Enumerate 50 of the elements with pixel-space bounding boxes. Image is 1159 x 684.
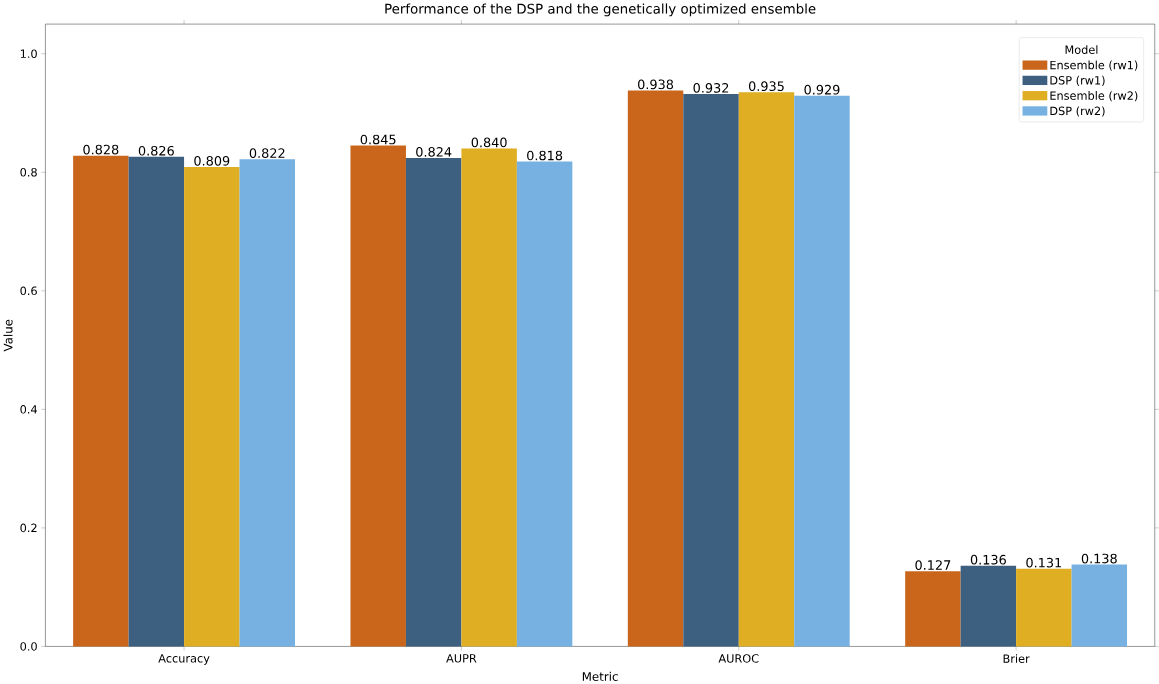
legend-label: Ensemble (rw1) — [1050, 60, 1138, 71]
y-axis-title: Value — [3, 319, 13, 352]
data-label: 0.818 — [527, 150, 563, 161]
data-label: 0.845 — [360, 134, 396, 145]
bar — [905, 570, 961, 647]
data-label: 0.826 — [138, 145, 174, 156]
x-tick-label: Brier — [1003, 653, 1030, 663]
legend-label: Ensemble (rw2) — [1050, 90, 1138, 101]
legend-label: DSP (rw2) — [1050, 106, 1105, 117]
bar — [1071, 564, 1128, 647]
x-axis-title: Metric — [582, 671, 618, 681]
data-label: 0.138 — [1081, 553, 1117, 564]
data-label: 0.131 — [1026, 557, 1062, 568]
data-label: 0.809 — [194, 155, 230, 166]
legend-title: Model — [1065, 45, 1098, 54]
legend-label: DSP (rw1) — [1050, 75, 1105, 86]
data-label: 0.840 — [471, 137, 507, 148]
bar — [627, 90, 684, 647]
y-tick-label: 0.4 — [20, 404, 37, 414]
y-tick-label: 0.8 — [20, 167, 37, 177]
data-label: 0.828 — [83, 144, 119, 155]
data-label: 0.935 — [748, 81, 784, 91]
bar — [184, 166, 240, 647]
bar — [960, 565, 1017, 647]
x-tick-label: AUROC — [718, 653, 759, 663]
y-tick-label: 0.0 — [20, 641, 37, 651]
data-label: 0.822 — [249, 148, 285, 158]
x-tick-label: AUPR — [446, 653, 477, 663]
y-tick-label: 1.0 — [20, 49, 37, 58]
bar — [516, 161, 573, 647]
bar — [73, 155, 129, 647]
bar — [461, 148, 517, 647]
bar — [683, 93, 739, 647]
bar — [239, 159, 296, 647]
data-label: 0.929 — [804, 84, 840, 95]
data-label: 0.824 — [416, 146, 452, 157]
x-tick-label: Accuracy — [158, 653, 210, 665]
bar — [794, 95, 850, 647]
bar — [738, 92, 795, 647]
data-label: 0.938 — [638, 79, 674, 90]
data-label: 0.932 — [693, 82, 729, 93]
y-tick-label: 0.6 — [20, 286, 37, 295]
chart-title: Performance of the DSP and the genetically optimized ensemble — [385, 3, 816, 17]
bar — [405, 157, 462, 647]
data-label: 0.136 — [970, 554, 1006, 565]
bar — [1016, 568, 1072, 647]
bar — [128, 156, 185, 647]
y-tick-label: 0.2 — [20, 523, 37, 532]
data-label: 0.127 — [915, 559, 951, 570]
bar — [350, 145, 406, 647]
